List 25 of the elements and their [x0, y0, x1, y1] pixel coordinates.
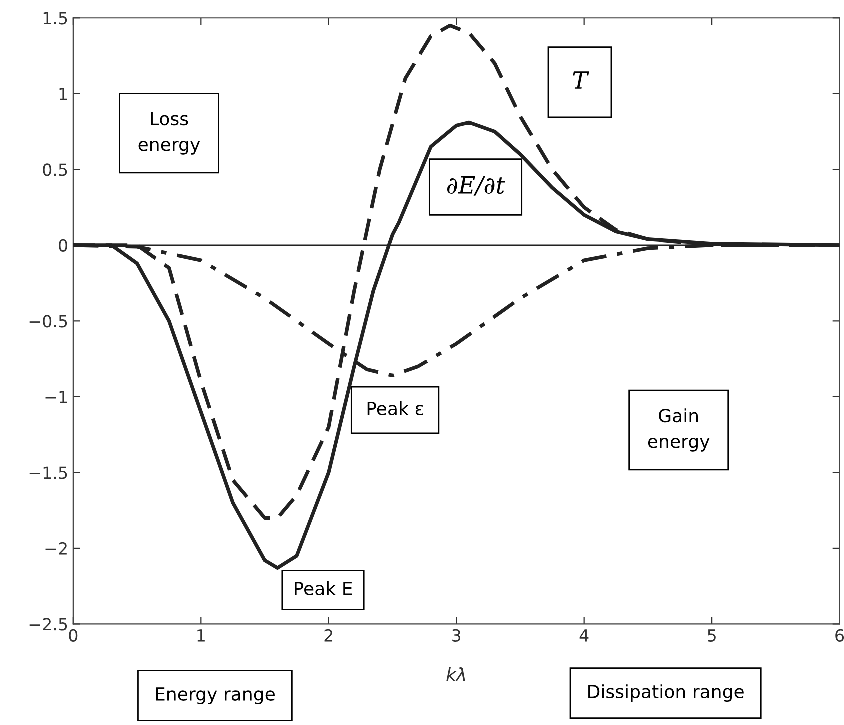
annotation: Peak E [295, 582, 352, 596]
y-tick-label: 0 [59, 239, 68, 252]
annotation: Gain energy [648, 408, 710, 452]
y-tick-label: −2.5 [30, 618, 68, 631]
x-tick-label: 3 [452, 629, 461, 642]
y-tick-label: 1 [60, 88, 68, 100]
annotation: Peak ε [368, 402, 424, 416]
annotation: ∂E/∂t [447, 176, 506, 196]
y-tick-label: −1 [46, 391, 68, 404]
x-tick-label: 0 [69, 629, 78, 642]
text: Energy range [156, 688, 275, 704]
x-tick-label: 1 [198, 630, 205, 642]
y-tick-label: −1.5 [30, 466, 68, 480]
y-tick-label: −2 [46, 542, 67, 555]
x-tick-label: 5 [708, 630, 716, 642]
x-axis-title: kλ [446, 667, 466, 682]
text: Dissipation range [588, 684, 744, 702]
y-tick-label: 1.5 [44, 12, 68, 25]
x-tick-label: 2 [324, 629, 333, 642]
y-tick-label: 0.5 [43, 164, 68, 176]
y-tick-label: −0.5 [30, 315, 68, 328]
annotation: Loss energy [138, 112, 200, 155]
x-tick-label: 6 [836, 629, 844, 642]
annotation: T [573, 72, 590, 89]
x-tick-label: 4 [580, 630, 589, 642]
